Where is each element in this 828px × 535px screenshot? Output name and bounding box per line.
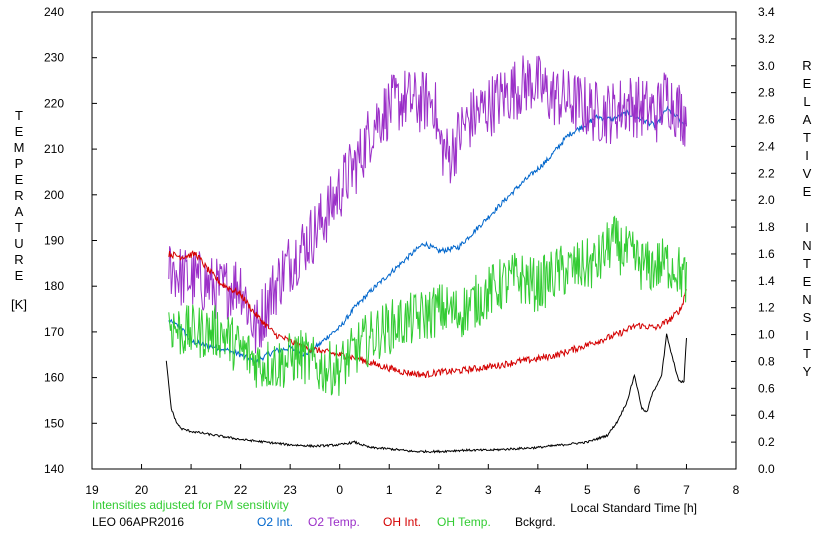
right-axis-letter: E [803,76,812,91]
plot-frame [91,11,737,470]
right-tick-label: 2.8 [758,86,775,100]
right-axis-letter: T [803,130,811,145]
x-tick-label: 0 [336,483,343,497]
left-axis-letter: A [15,204,24,219]
right-axis-letter: N [802,292,811,307]
x-tick-label: 22 [234,483,248,497]
left-tick-label: 170 [44,325,64,339]
series-line [165,333,687,454]
right-tick-label: 0.4 [758,408,775,422]
right-tick-label: 3.0 [758,59,775,73]
right-tick-label: 2.4 [758,139,775,153]
x-tick-label: 3 [485,483,492,497]
series-line [168,55,687,354]
right-axis-letter: S [803,310,812,325]
x-tick-label: 19 [85,483,99,497]
left-axis-unit: [K] [11,297,27,312]
right-axis-letter: N [802,238,811,253]
x-tick-label: 5 [584,483,591,497]
x-tick-label: 8 [733,483,740,497]
x-tick-label: 21 [184,483,198,497]
x-axis-ticks: 19 20 21 22 23 0 1 2 3 4 5 6 7 8 [85,464,740,497]
left-axis-letter: R [14,188,23,203]
x-tick-label: 7 [683,483,690,497]
legend: O2 Int. O2 Temp. OH Int. OH Temp. Bckgrd. [257,515,556,529]
left-axis-letter: M [14,140,25,155]
legend-entry: OH Int. [383,515,421,529]
right-axis-letter: E [803,274,812,289]
right-tick-label: 1.6 [758,247,775,261]
right-tick-label: 0.6 [758,381,775,395]
left-tick-label: 230 [44,51,64,65]
right-tick-label: 2.6 [758,113,775,127]
x-tick-label: 2 [435,483,442,497]
right-tick-label: 1.0 [758,328,775,342]
right-tick-label: 2.2 [758,166,775,180]
left-tick-label: 240 [44,5,64,19]
left-tick-label: 210 [44,142,64,156]
right-tick-label: 1.4 [758,274,775,288]
right-axis-letter: A [803,112,812,127]
left-tick-label: 180 [44,279,64,293]
right-axis-letter: I [805,220,809,235]
right-axis-letter: I [805,328,809,343]
x-axis-label: Local Standard Time [h] [570,501,697,515]
right-axis-letter: V [803,166,812,181]
right-tick-label: 0.2 [758,435,775,449]
legend-entry: Bckgrd. [515,515,556,529]
left-axis-ticks: 140 150 160 170 180 190 200 210 220 230 240 [44,5,97,476]
legend-entry: OH Temp. [437,515,491,529]
legend-entry: O2 Temp. [308,515,360,529]
left-tick-label: 160 [44,371,64,385]
right-axis-letter: R [802,58,811,73]
left-axis-letter: P [15,156,24,171]
right-tick-label: 0.0 [758,462,775,476]
x-tick-label: 1 [386,483,393,497]
right-axis-letter: L [803,94,810,109]
left-axis-letter: T [15,220,23,235]
left-axis-letter: E [15,268,24,283]
left-tick-label: 150 [44,416,64,430]
right-axis-ticks: 0.0 0.2 0.4 0.6 0.8 1.0 1.2 1.4 1.6 1.8 2.0 2.2 2.4 2… [731,5,775,476]
station-label: LEO 06APR2016 [92,515,184,529]
right-tick-label: 1.8 [758,220,775,234]
left-axis-letter: E [15,124,24,139]
right-tick-label: 0.8 [758,354,775,368]
x-tick-label: 6 [634,483,641,497]
x-tick-label: 20 [135,483,149,497]
left-axis-letter: T [15,108,23,123]
right-axis-letter: T [803,256,811,271]
x-tick-label: 4 [535,483,542,497]
left-axis-letter: R [14,252,23,267]
right-tick-label: 1.2 [758,301,775,315]
left-tick-label: 220 [44,96,64,110]
x-tick-label: 23 [283,483,297,497]
right-tick-label: 2.0 [758,193,775,207]
left-tick-label: 200 [44,188,64,202]
right-axis-letter: I [805,148,809,163]
left-tick-label: 190 [44,234,64,248]
right-tick-label: 3.4 [758,5,775,19]
series-line [168,215,687,396]
left-axis-letter: U [14,236,23,251]
left-axis-letter: E [15,172,24,187]
right-axis-letter: Y [803,364,812,379]
right-axis-letter: E [803,184,812,199]
right-tick-label: 3.2 [758,32,775,46]
left-tick-label: 140 [44,462,64,476]
series-layer [165,55,687,454]
legend-entry: O2 Int. [257,515,293,529]
right-axis-letter: T [803,346,811,361]
series-line [168,250,687,379]
sensitivity-note: Intensities adjusted for PM sensitivity [92,498,289,512]
